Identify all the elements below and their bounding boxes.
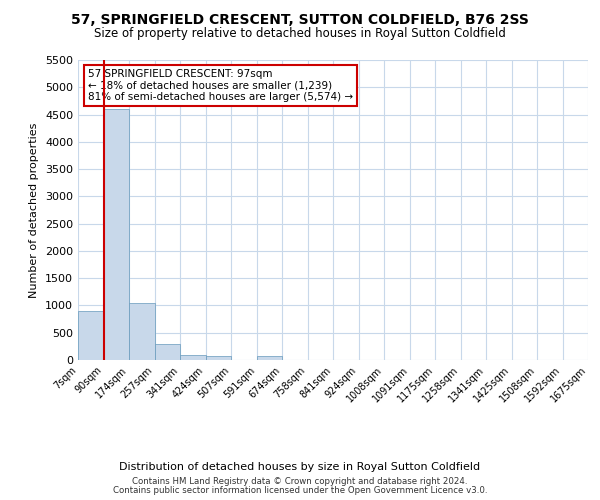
Bar — [129, 302, 155, 360]
Bar — [78, 311, 104, 360]
Text: Size of property relative to detached houses in Royal Sutton Coldfield: Size of property relative to detached ho… — [94, 28, 506, 40]
Y-axis label: Number of detached properties: Number of detached properties — [29, 122, 40, 298]
Text: Contains public sector information licensed under the Open Government Licence v3: Contains public sector information licen… — [113, 486, 487, 495]
Text: Distribution of detached houses by size in Royal Sutton Coldfield: Distribution of detached houses by size … — [119, 462, 481, 472]
Bar — [205, 356, 231, 360]
Bar — [104, 109, 129, 360]
Bar — [257, 356, 282, 360]
Bar — [180, 355, 205, 360]
Text: Contains HM Land Registry data © Crown copyright and database right 2024.: Contains HM Land Registry data © Crown c… — [132, 477, 468, 486]
Text: 57 SPRINGFIELD CRESCENT: 97sqm
← 18% of detached houses are smaller (1,239)
81% : 57 SPRINGFIELD CRESCENT: 97sqm ← 18% of … — [88, 69, 353, 102]
Text: 57, SPRINGFIELD CRESCENT, SUTTON COLDFIELD, B76 2SS: 57, SPRINGFIELD CRESCENT, SUTTON COLDFIE… — [71, 12, 529, 26]
Bar — [155, 344, 180, 360]
